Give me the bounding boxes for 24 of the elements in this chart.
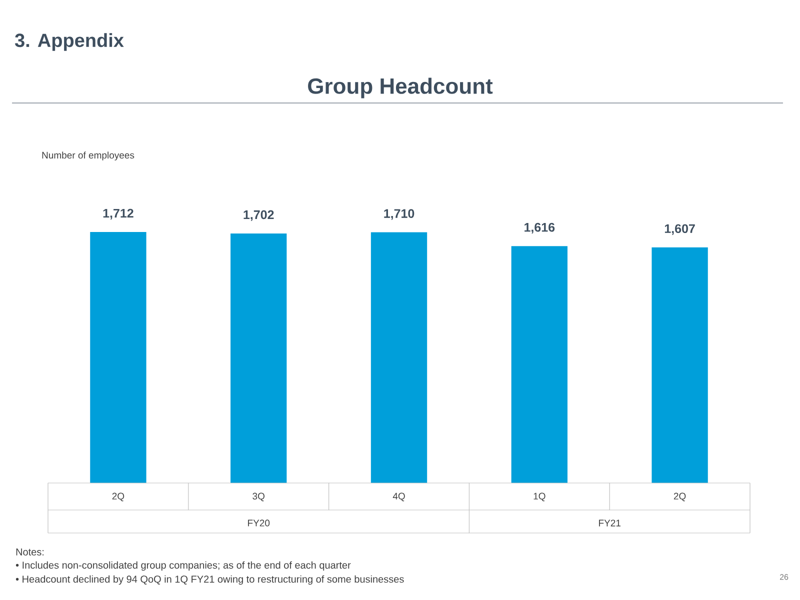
chart-subtitle: 3. Appendix <box>14 33 124 51</box>
bar <box>370 232 428 484</box>
data-label: 1,712 <box>103 208 134 220</box>
text: FY20 <box>248 520 270 526</box>
x-tick-label: 1Q <box>534 492 546 502</box>
x-tick-label: 2Q <box>674 492 686 502</box>
text: Notes: <box>16 548 44 556</box>
data-label: 1,616 <box>524 222 555 234</box>
data-label: 1,607 <box>664 224 695 235</box>
x-tick-label: 3Q <box>252 492 264 502</box>
text: 26 <box>780 574 788 580</box>
text: • Includes non-consolidated group companies; as of the end of each quarter <box>16 561 351 571</box>
x-tick-label: 4Q <box>392 492 405 502</box>
text: • Headcount declined by 94 QoQ in 1Q FY21 owing to restructuring of some businesses <box>16 575 404 585</box>
chart-title: Group Headcount <box>308 78 493 98</box>
x-tick-label: 2Q <box>112 492 124 502</box>
bar <box>90 232 146 484</box>
data-label: 1,710 <box>384 209 414 220</box>
text: Number of employees <box>42 152 134 160</box>
bar <box>652 247 708 484</box>
bar <box>511 246 568 484</box>
data-label: 1,702 <box>244 210 274 221</box>
bar <box>230 233 287 484</box>
text: FY21 <box>599 520 620 526</box>
